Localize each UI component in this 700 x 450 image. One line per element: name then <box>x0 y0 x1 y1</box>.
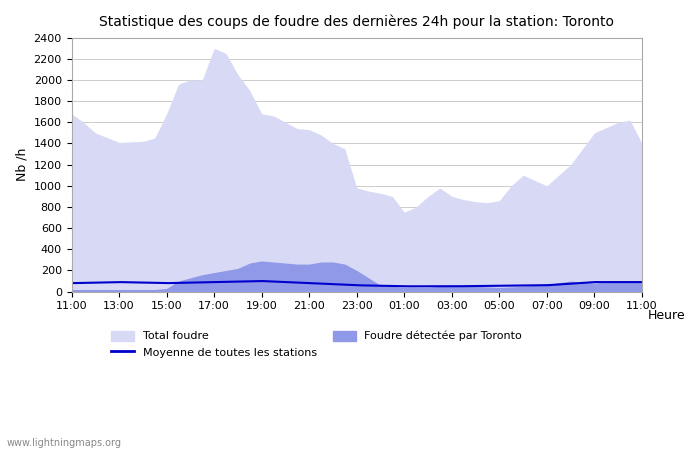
Text: Heure: Heure <box>648 310 685 322</box>
Y-axis label: Nb /h: Nb /h <box>15 148 28 181</box>
Text: www.lightningmaps.org: www.lightningmaps.org <box>7 438 122 448</box>
Title: Statistique des coups de foudre des dernières 24h pour la station: Toronto: Statistique des coups de foudre des dern… <box>99 15 614 30</box>
Legend: Total foudre, Moyenne de toutes les stations, Foudre détectée par Toronto: Total foudre, Moyenne de toutes les stat… <box>107 326 526 362</box>
